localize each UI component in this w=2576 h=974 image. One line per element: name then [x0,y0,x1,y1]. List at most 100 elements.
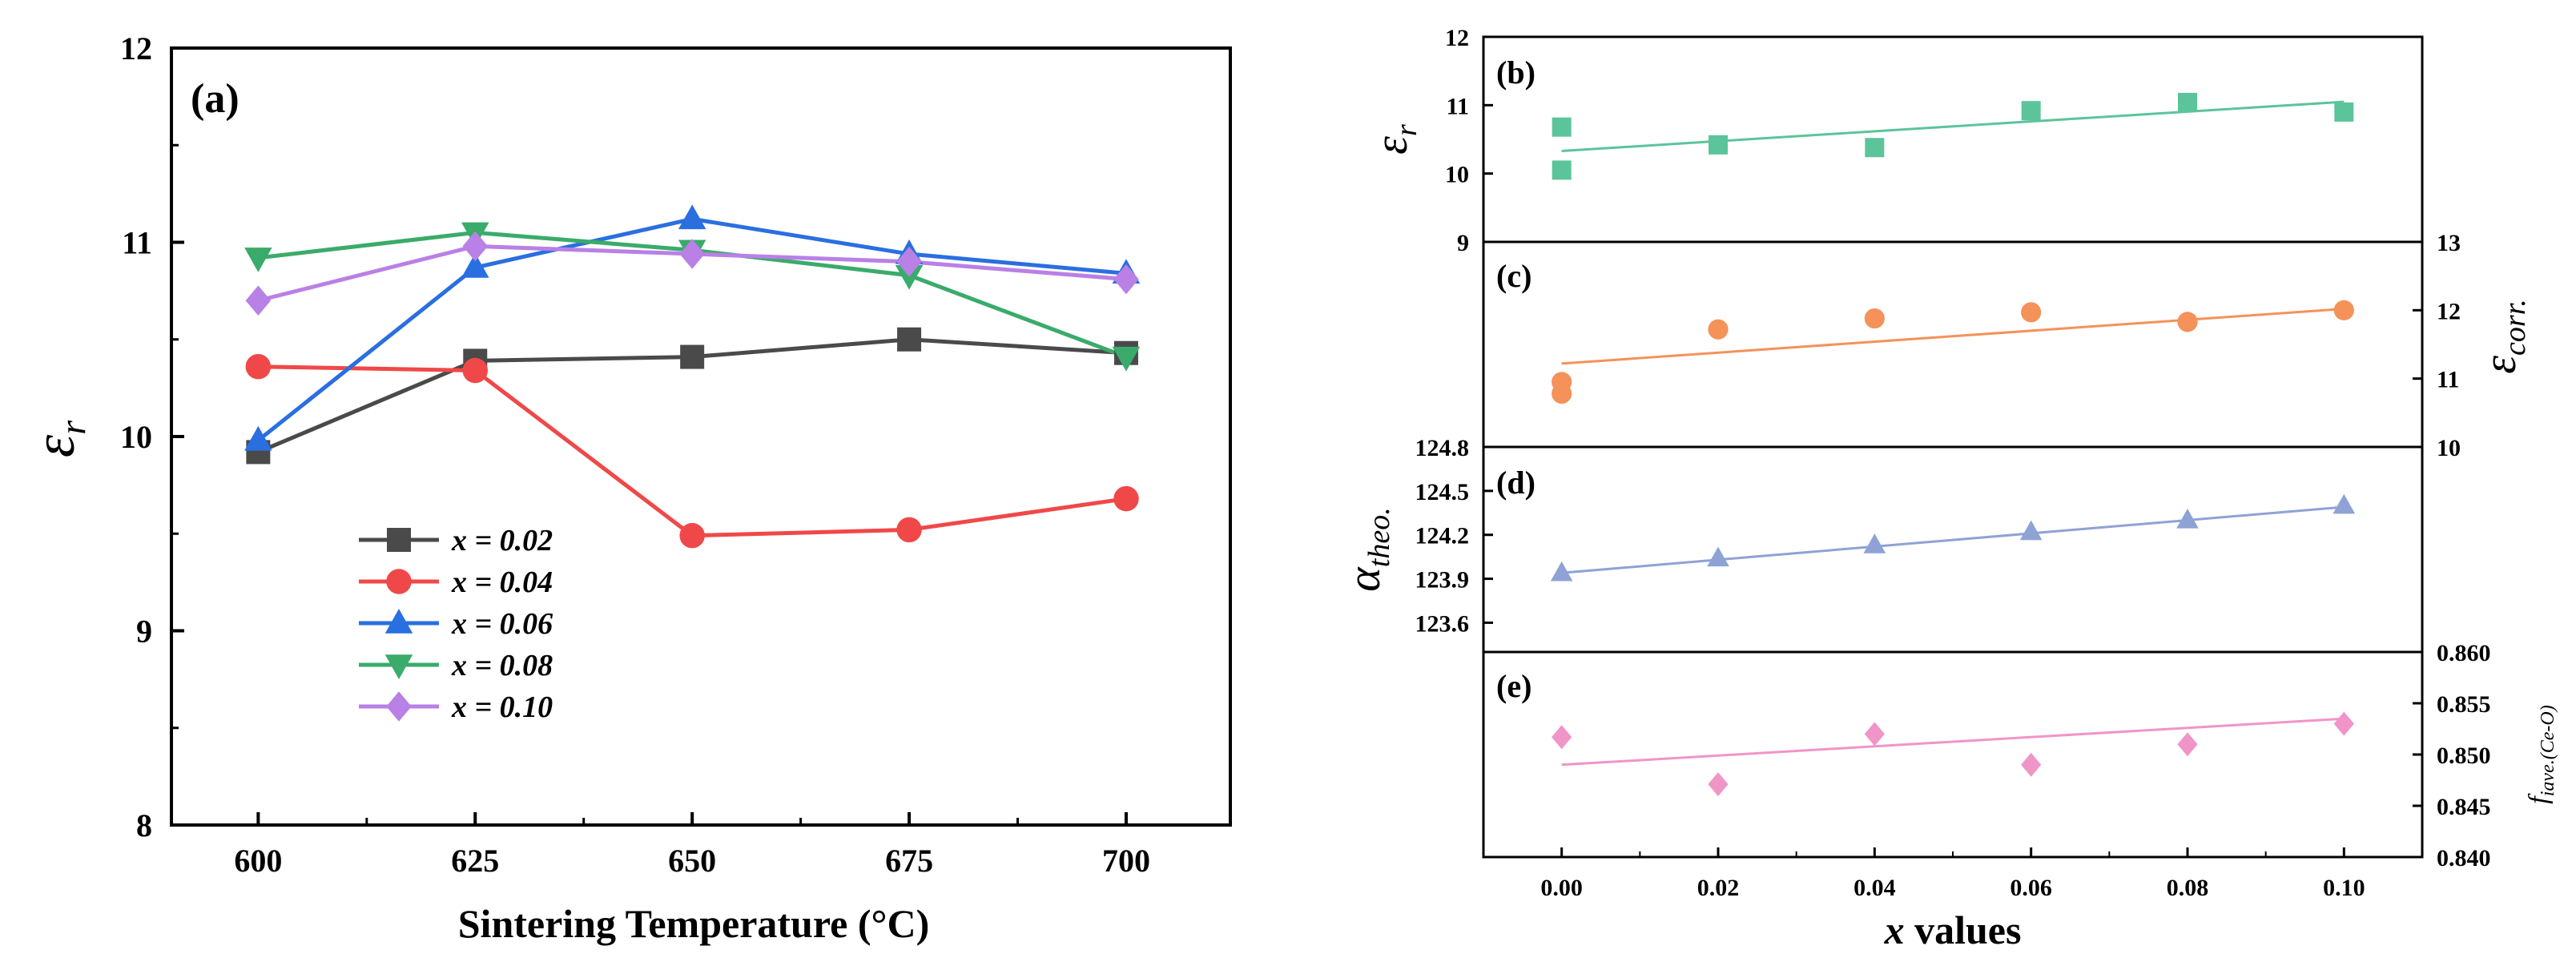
fit-line [1561,308,2345,365]
y-tick-label: 0.850 [2437,743,2491,769]
y-tick-label: 0.855 [2437,691,2491,718]
x-tick-label: 0.00 [1540,875,1583,901]
panel-a-legend: x = 0.02 x = 0.04 x = 0.06 x = 0.08 x = 0.10 [359,524,553,724]
panel-a-series-markers [244,204,1141,549]
panel-c-y-axis-title: εcorr. [2473,299,2532,374]
data-point [1707,546,1729,567]
legend-entry: x = 0.08 [451,649,553,682]
panel-a-y-axis-sub: r [52,420,93,435]
x-tick-label: 0.06 [2010,875,2052,901]
data-point-series-5 [462,231,489,262]
panel-a-plot-frame [170,46,1232,827]
data-point [1864,308,1885,329]
x-tick-label: 0.02 [1697,875,1740,901]
y-tick-label: 123.6 [1415,610,1470,637]
data-point [2021,302,2042,323]
legend-entry: x = 0.10 [451,690,553,724]
data-point [1552,117,1572,137]
data-point-series-2 [462,357,489,384]
data-point [1865,138,1885,158]
data-point [2333,300,2354,320]
data-point-series-5 [1113,264,1139,295]
panel-a-axes: 8 9 10 11 12 600 625 650 675 700 [120,30,1150,879]
y-tick-label: 124.5 [1415,479,1470,505]
data-point [2019,520,2043,541]
panel-a: 8 9 10 11 12 600 625 650 675 700 (a) Sintering Te… [22,30,1232,946]
y-tick-label: 0.845 [2437,794,2491,820]
data-point-series-3 [678,204,706,230]
x-tick-label: 650 [668,843,716,879]
y-tick-label: 124.8 [1415,435,1470,461]
panels-b-to-e: 9 10 11 12 10 11 12 13 123.6 123.9 124.2 124.5 124… [1338,25,2558,952]
data-point [1552,383,1572,404]
series-line-2 [258,364,1127,538]
panel-a-y-axis-title: εr [22,420,93,457]
panel-e: 0.840 0.845 0.850 0.855 0.860 [1552,640,2491,871]
y-tick-label: 13 [2437,230,2461,256]
data-point-series-2 [896,517,922,543]
x-tick-label: 675 [885,843,933,879]
data-point [1552,160,1572,180]
y-tick-label: 10 [120,419,152,455]
panel-b-y-axis-title: εr [1365,124,1423,155]
data-point-series-2 [245,353,272,380]
x-tick-label: 600 [234,843,282,879]
data-point-series-5 [245,285,272,316]
legend-marker [386,569,412,594]
panel-c: 10 11 12 13 [1552,230,2461,461]
y-tick-label: 11 [122,225,152,261]
data-point [1708,319,1729,340]
panel-c-label: (c) [1496,258,1532,294]
legend-entry: x = 0.02 [451,524,553,557]
data-point [2177,312,2198,332]
legend-entry: x = 0.06 [451,607,553,641]
x-tick-label: 0.04 [1854,875,1896,901]
x-axis-title-rest: values [1914,908,2021,952]
legend-entry: x = 0.04 [451,565,553,599]
panel-e-x-axis: 0.00 0.02 0.04 0.06 0.08 0.10 [1540,847,2365,901]
legend-marker [384,654,413,679]
panel-a-x-axis-title: Sintering Temperature (°C) [458,901,929,946]
legend-marker [384,609,413,634]
data-point-series-4 [895,264,924,290]
data-point [1552,725,1572,750]
x-tick-label: 0.08 [2167,875,2209,901]
x-tick-label: 700 [1102,843,1150,879]
panel-d-label: (d) [1496,465,1536,501]
panel-b-label: (b) [1496,54,1536,91]
data-point [2334,102,2354,122]
panel-d: 123.6 123.9 124.2 124.5 124.8 [1415,435,2356,637]
y-tick-label: 124.2 [1415,523,1470,549]
data-point-series-5 [896,247,922,277]
y-tick-label: 11 [2437,367,2459,393]
fit-line [1561,505,2345,574]
data-point-series-4 [1112,346,1141,372]
panel-a-label: (a) [191,76,239,122]
data-point-series-2 [679,522,705,549]
y-tick-label: 9 [1457,230,1469,256]
data-point [2177,732,2198,757]
data-point [2332,493,2356,514]
y-tick-label: 0.860 [2437,640,2491,666]
data-point-series-3 [461,253,489,278]
y-tick-label: 11 [1447,93,1469,119]
data-point [2021,752,2042,777]
data-point-series-1 [680,344,705,369]
y-tick-label: 10 [1445,162,1469,188]
data-point [2176,509,2199,529]
panel-a-y-axis-epsilon: ε [22,434,87,457]
data-point [1864,722,1885,747]
y-tick-label: 9 [136,614,152,650]
data-point-series-5 [679,239,705,269]
x-tick-label: 0.10 [2323,875,2365,901]
data-point [2333,711,2354,736]
y-tick-label: 8 [136,807,152,843]
data-point [1550,561,1573,582]
y-tick-label: 0.840 [2437,845,2491,871]
x-tick-label: 625 [451,843,499,879]
panel-e-x-axis-title: x values [1884,908,2022,952]
y-tick-label: 123.9 [1415,567,1470,594]
y-tick-label: 12 [120,30,152,66]
fit-line [1561,717,2345,767]
